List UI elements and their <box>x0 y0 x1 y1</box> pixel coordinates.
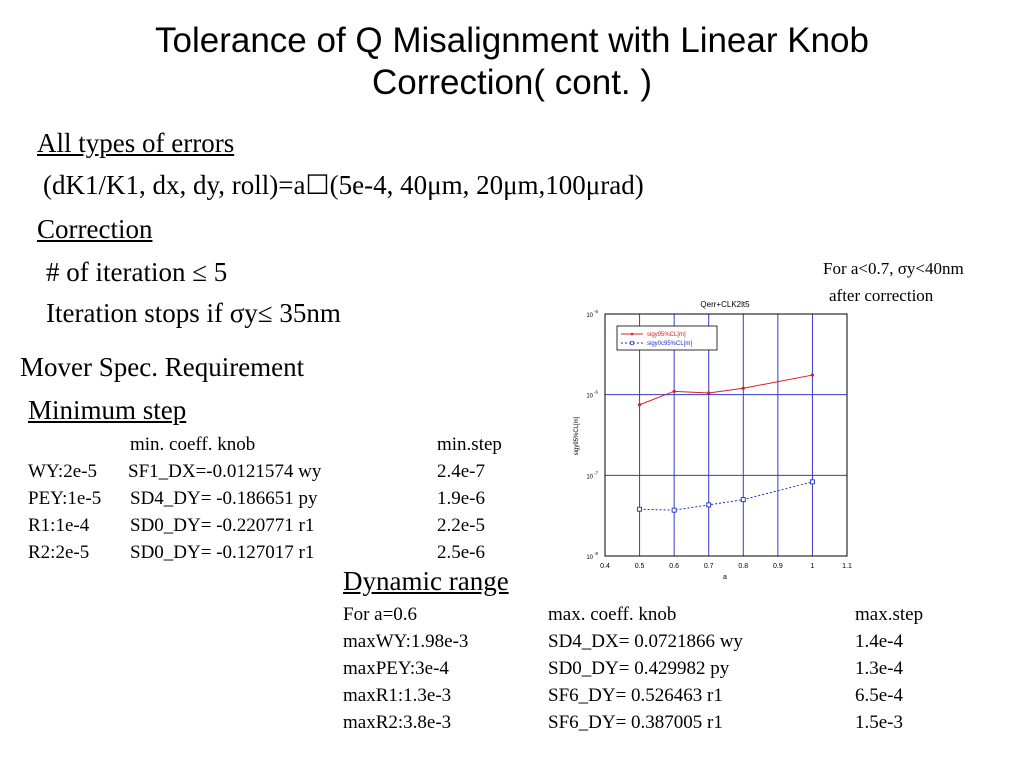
chart-point <box>810 373 815 377</box>
dyn-row-step: 1.4e-4 <box>855 631 904 652</box>
chart-point <box>637 506 643 512</box>
min-row-step: 2.4e-7 <box>437 461 486 482</box>
chart-y-tick-exponent: -8 <box>594 551 598 556</box>
correction-heading: Correction <box>37 214 153 244</box>
chart-x-tick-label: 0.8 <box>738 563 748 570</box>
chart-y-tick-exponent: -5 <box>594 309 598 314</box>
chart-y-axis-label: sigy95%CL[m] <box>574 416 580 455</box>
chart-x-tick-label: 0.7 <box>704 563 714 570</box>
chart-legend-marker <box>630 341 634 345</box>
chart-series <box>637 373 815 513</box>
dyn-row-knob: SD0_DY= 0.429982 py <box>548 658 730 679</box>
chart-plot-frame <box>604 313 848 557</box>
min-row-knob: SD4_DY= -0.186651 py <box>130 488 318 509</box>
slide-title: Tolerance of Q Misalignment with Linear … <box>0 20 1024 104</box>
dyn-row-name: maxWY:1.98e-3 <box>343 631 469 652</box>
errors-heading: All types of errors <box>37 128 235 158</box>
chart-point <box>809 479 815 485</box>
min-row-name: PEY:1e-5 <box>28 488 102 509</box>
chart-point <box>672 389 676 393</box>
mover-spec-heading: Mover Spec. Requirement <box>20 352 305 382</box>
dyn-col-name-header: For a=0.6 <box>343 604 418 625</box>
chart-y-tick-label: 10-6 <box>586 390 598 400</box>
sigma-y-chart: Qerr+CLK2lt5 0.4 0.5 0.6 0.7 0.8 0.9 1 1.110-81… <box>574 300 852 581</box>
chart-x-tick-label: 0.9 <box>773 563 783 570</box>
chart-x-tick-label: 1 <box>810 563 814 570</box>
chart-ticks: 0.4 0.5 0.6 0.7 0.8 0.9 1 1.110-810-710-610-5 <box>586 309 852 570</box>
chart-x-axis-label: a <box>723 574 727 581</box>
minimum-step-heading: Minimum step <box>28 395 187 425</box>
chart-y-tick-base: 10 <box>586 313 593 319</box>
min-row-knob: SD0_DY= -0.220771 r1 <box>130 515 315 536</box>
chart-y-tick-exponent: -6 <box>594 390 598 395</box>
min-col-knob-header: min. coeff. knob <box>130 434 256 455</box>
min-row-name: R1:1e-4 <box>28 515 90 536</box>
dyn-col-step-header: max.step <box>855 604 924 625</box>
min-row-name: R2:2e-5 <box>28 542 90 563</box>
chart-series-line <box>639 374 813 406</box>
chart-y-tick-base: 10 <box>586 394 593 400</box>
dyn-row-step: 1.3e-4 <box>855 658 904 679</box>
errors-formula: (dK1/K1, dx, dy, roll)=a☐(5e-4, 40μm, 20… <box>43 170 644 200</box>
chart-note-line-2: after correction <box>829 286 934 305</box>
dyn-row-step: 6.5e-4 <box>855 685 904 706</box>
chart-legend-label: sigy95%CL[m] <box>647 332 686 338</box>
correction-iterations: # of iteration ≤ 5 <box>46 257 228 287</box>
chart-grid <box>605 314 847 556</box>
chart-legend: sigy95%CL[m] sigy0c95%CL[m] <box>616 325 718 351</box>
dyn-row-name: maxR2:3.8e-3 <box>343 712 452 733</box>
min-row-knob: SF1_DX=-0.0121574 wy <box>128 461 322 482</box>
chart-y-tick-base: 10 <box>586 555 593 561</box>
chart-point <box>707 391 711 395</box>
chart-point <box>671 507 677 513</box>
chart-point <box>740 497 746 503</box>
chart-x-tick-label: 1.1 <box>842 563 852 570</box>
chart-note-line-1: For a<0.7, σy<40nm <box>823 259 964 278</box>
dyn-row-name: maxR1:1.3e-3 <box>343 685 452 706</box>
chart-point <box>637 403 642 407</box>
chart-legend-box <box>616 325 718 351</box>
chart-y-tick-base: 10 <box>586 474 593 480</box>
chart-y-tick-label: 10-7 <box>586 470 598 480</box>
slide-title-line-1: Tolerance of Q Misalignment with Linear … <box>155 21 869 60</box>
dynamic-range-heading: Dynamic range <box>343 566 509 596</box>
dyn-row-step: 1.5e-3 <box>855 712 904 733</box>
chart-y-tick-exponent: -7 <box>594 470 598 475</box>
chart-y-tick-label: 10-8 <box>586 551 598 561</box>
chart-x-tick-label: 0.4 <box>600 563 610 570</box>
chart-x-tick-label: 0.6 <box>669 563 679 570</box>
dyn-col-knob-header: max. coeff. knob <box>548 604 677 625</box>
correction-stop-condition: Iteration stops if σy≤ 35nm <box>46 298 341 328</box>
chart-series-line <box>639 481 813 511</box>
dyn-row-knob: SF6_DY= 0.526463 r1 <box>548 685 723 706</box>
min-row-step: 1.9e-6 <box>437 488 486 509</box>
min-col-step-header: min.step <box>437 434 502 455</box>
chart-y-tick-label: 10-5 <box>586 309 598 319</box>
chart-title: Qerr+CLK2lt5 <box>700 300 750 309</box>
slide-title-line-2: Correction( cont. ) <box>371 63 653 102</box>
min-row-step: 2.5e-6 <box>437 542 486 563</box>
chart-x-tick-label: 0.5 <box>635 563 645 570</box>
chart-point <box>706 502 712 508</box>
chart-note: For a<0.7, σy<40nm after correction <box>823 255 964 309</box>
chart-legend-label: sigy0c95%CL[m] <box>647 341 692 347</box>
min-row-knob: SD0_DY= -0.127017 r1 <box>130 542 315 563</box>
chart-legend-marker <box>630 332 634 336</box>
min-row-name: WY:2e-5 <box>28 461 97 482</box>
dyn-row-name: maxPEY:3e-4 <box>343 658 449 679</box>
min-row-step: 2.2e-5 <box>437 515 486 536</box>
chart-point <box>741 386 745 390</box>
dyn-row-knob: SD4_DX= 0.0721866 wy <box>548 631 743 652</box>
dyn-row-knob: SF6_DY= 0.387005 r1 <box>548 712 723 733</box>
